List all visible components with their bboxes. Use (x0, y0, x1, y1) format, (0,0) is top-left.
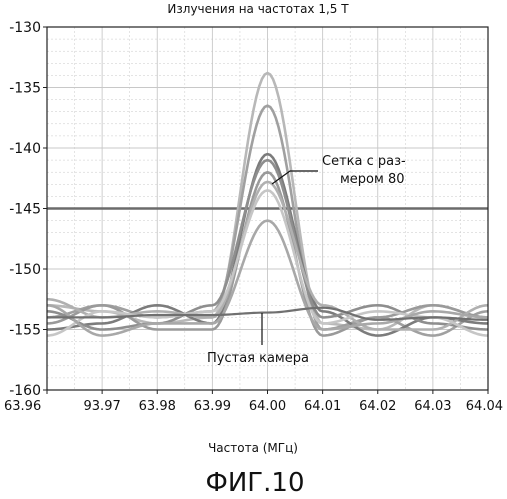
x-tick-label: 63.99 (194, 399, 231, 414)
x-tick-label: 63.98 (139, 399, 176, 414)
x-axis-label: Частота (МГц) (208, 441, 298, 455)
x-tick-label: 64.02 (359, 399, 396, 414)
x-tick-label: 64.01 (304, 399, 341, 414)
x-axis: 63.96 93.97 63.98 63.99 64.00 64.01 64.02 64.03… (4, 390, 503, 414)
x-tick-label: 64.03 (414, 399, 451, 414)
y-tick-label: -135 (9, 81, 41, 97)
y-tick-label: -130 (9, 20, 41, 36)
chart-title: Излучения на частотах 1,5 Т (167, 2, 349, 16)
annotation-mesh-line2: мером 80 (340, 172, 405, 187)
y-tick-label: -150 (9, 262, 41, 278)
y-tick-label: -145 (9, 202, 41, 218)
y-tick-label: -140 (9, 141, 41, 157)
y-axis: -130 -135 -140 -145 -150 -155 -160 (9, 20, 47, 399)
annotation-mesh-line1: Сетка с раз- (322, 154, 406, 169)
x-tick-label: 64.00 (249, 399, 286, 414)
y-tick-label: -155 (9, 323, 41, 339)
figure-label: ФИГ.10 (205, 468, 304, 498)
x-tick-label: 64.04 (466, 399, 503, 414)
annotation-empty-chamber: Пустая камера (207, 351, 309, 366)
y-tick-label: -160 (9, 383, 41, 399)
x-tick-label: 93.97 (84, 399, 121, 414)
x-tick-label: 63.96 (4, 399, 41, 414)
